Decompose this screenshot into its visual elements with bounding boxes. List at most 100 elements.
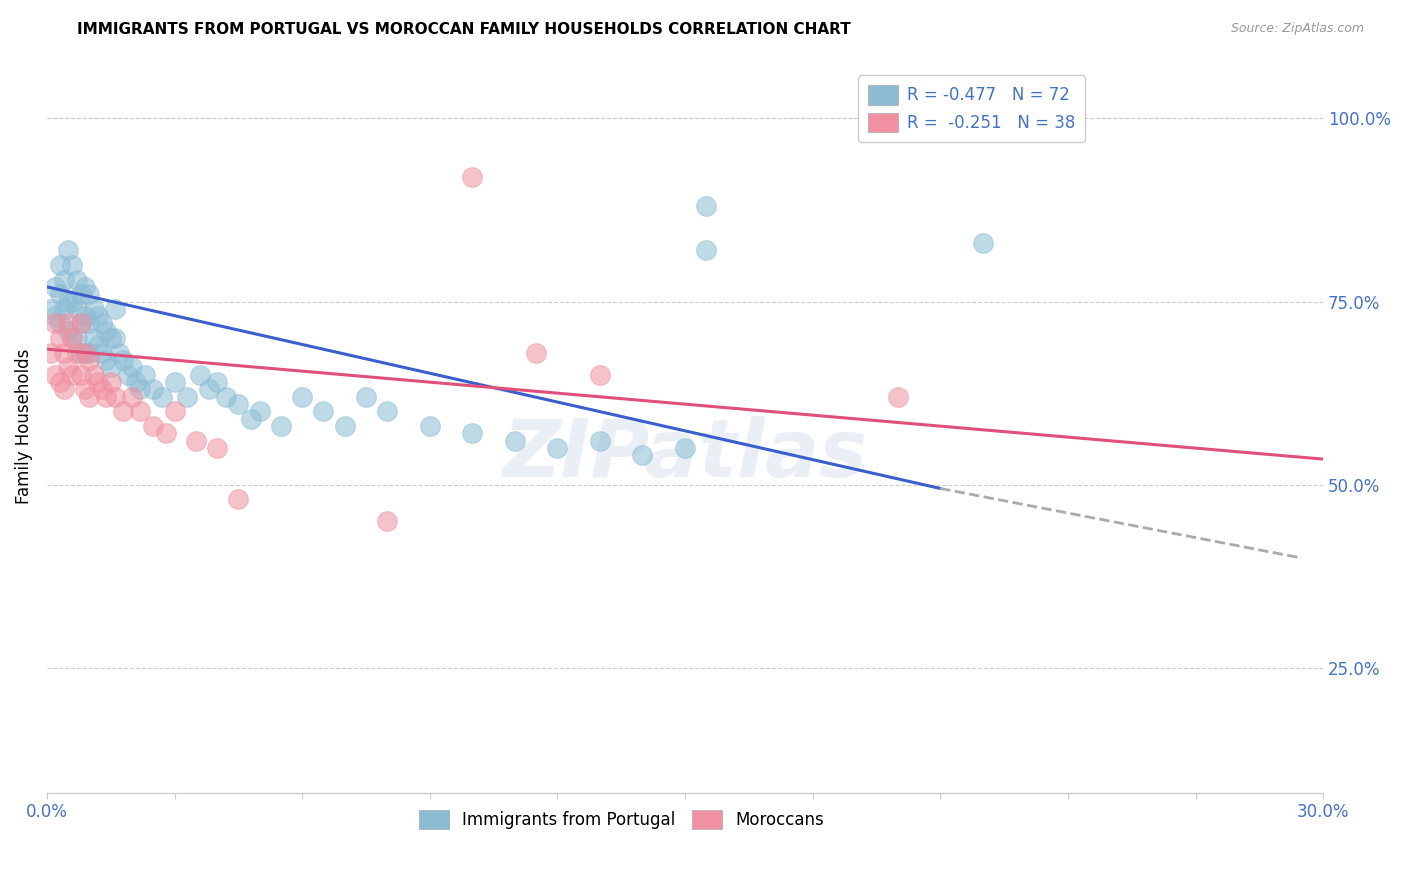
Point <box>56 317 79 331</box>
Point <box>48 258 70 272</box>
Point <box>87 338 110 352</box>
Point <box>104 390 127 404</box>
Point <box>142 419 165 434</box>
Point <box>312 404 335 418</box>
Point <box>70 346 93 360</box>
Point <box>419 419 441 434</box>
Point <box>48 331 70 345</box>
Point <box>79 287 101 301</box>
Point <box>66 331 89 345</box>
Point <box>291 390 314 404</box>
Point <box>70 317 93 331</box>
Point <box>100 360 122 375</box>
Point <box>70 368 93 382</box>
Point <box>96 324 118 338</box>
Point <box>66 346 89 360</box>
Point <box>375 515 398 529</box>
Point <box>214 390 236 404</box>
Point <box>87 375 110 389</box>
Point <box>79 353 101 368</box>
Point <box>205 375 228 389</box>
Point <box>96 353 118 368</box>
Point <box>270 419 292 434</box>
Point <box>589 434 612 448</box>
Point <box>631 449 654 463</box>
Point <box>100 375 122 389</box>
Point <box>546 441 568 455</box>
Text: Source: ZipAtlas.com: Source: ZipAtlas.com <box>1230 22 1364 36</box>
Point <box>188 368 211 382</box>
Point <box>87 309 110 323</box>
Point <box>62 368 84 382</box>
Point <box>91 346 114 360</box>
Point <box>129 404 152 418</box>
Point <box>155 426 177 441</box>
Point <box>56 324 79 338</box>
Point <box>48 287 70 301</box>
Point <box>112 404 135 418</box>
Point <box>83 331 105 345</box>
Point <box>56 294 79 309</box>
Point <box>62 258 84 272</box>
Point <box>39 346 62 360</box>
Point <box>62 294 84 309</box>
Point <box>117 368 139 382</box>
Point <box>52 272 75 286</box>
Point <box>134 368 156 382</box>
Point <box>62 331 84 345</box>
Point <box>375 404 398 418</box>
Point <box>52 346 75 360</box>
Point <box>121 360 143 375</box>
Point <box>589 368 612 382</box>
Point <box>66 272 89 286</box>
Point <box>104 331 127 345</box>
Point <box>70 317 93 331</box>
Point <box>48 375 70 389</box>
Point <box>75 346 97 360</box>
Point <box>333 419 356 434</box>
Point <box>695 199 717 213</box>
Point <box>354 390 377 404</box>
Point <box>673 441 696 455</box>
Point <box>524 346 547 360</box>
Point <box>503 434 526 448</box>
Point <box>228 492 250 507</box>
Point <box>79 346 101 360</box>
Point <box>91 317 114 331</box>
Point <box>129 383 152 397</box>
Point <box>62 331 84 345</box>
Point <box>163 404 186 418</box>
Point <box>52 383 75 397</box>
Point <box>461 426 484 441</box>
Point <box>163 375 186 389</box>
Point <box>197 383 219 397</box>
Y-axis label: Family Households: Family Households <box>15 349 32 504</box>
Point <box>75 280 97 294</box>
Point <box>176 390 198 404</box>
Point <box>240 412 263 426</box>
Text: ZIPatlas: ZIPatlas <box>502 417 868 494</box>
Point <box>56 360 79 375</box>
Point <box>48 317 70 331</box>
Point <box>104 301 127 316</box>
Point <box>142 383 165 397</box>
Point <box>100 331 122 345</box>
Point <box>79 317 101 331</box>
Point <box>66 301 89 316</box>
Point <box>39 301 62 316</box>
Point <box>695 243 717 257</box>
Point <box>44 309 66 323</box>
Point <box>184 434 207 448</box>
Point <box>461 169 484 184</box>
Point <box>70 287 93 301</box>
Point <box>52 301 75 316</box>
Point <box>75 346 97 360</box>
Point <box>121 390 143 404</box>
Text: IMMIGRANTS FROM PORTUGAL VS MOROCCAN FAMILY HOUSEHOLDS CORRELATION CHART: IMMIGRANTS FROM PORTUGAL VS MOROCCAN FAM… <box>77 22 851 37</box>
Point <box>75 383 97 397</box>
Point <box>886 390 908 404</box>
Point <box>972 235 994 250</box>
Point <box>44 368 66 382</box>
Point <box>44 280 66 294</box>
Point <box>249 404 271 418</box>
